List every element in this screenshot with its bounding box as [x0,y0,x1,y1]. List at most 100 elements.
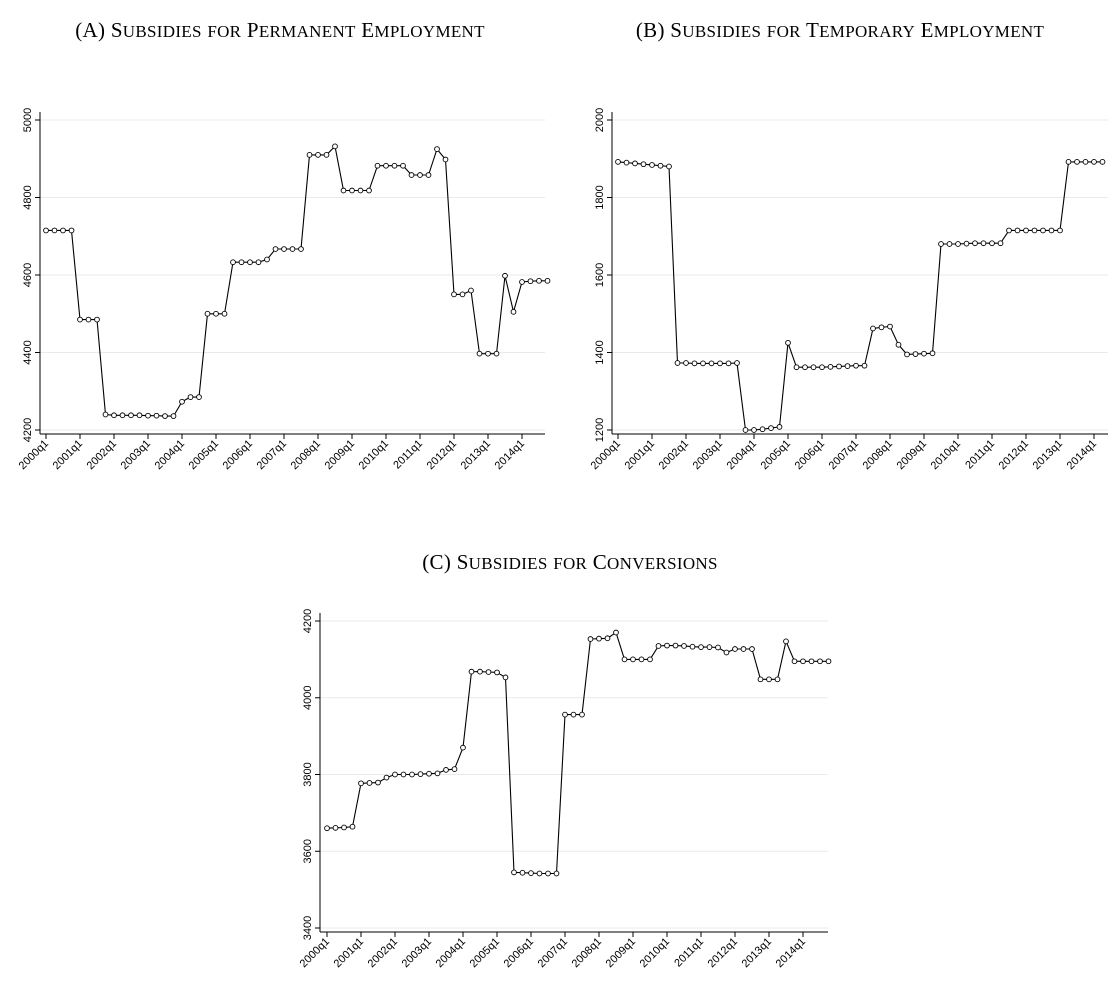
data-point-c-56 [800,658,806,665]
series-line-b [617,161,1103,431]
data-point-a-13 [153,412,160,419]
data-point-c-10 [409,771,415,778]
data-point-a-0 [43,227,49,234]
data-point-b-28 [853,362,859,369]
data-point-c-0 [324,825,330,832]
x-tick-label-c-6: 2006q1 [502,936,536,970]
data-point-a-5 [85,316,92,323]
y-tick-label-a-2: 4600 [22,263,34,287]
data-point-a-42 [400,162,406,169]
data-point-b-1 [623,159,630,166]
x-tick-label-c-13: 2013q1 [740,936,774,970]
data-point-c-33 [604,635,611,642]
data-point-c-28 [562,711,568,718]
data-point-c-51 [757,676,764,683]
y-tick-label-c-2: 3800 [302,762,314,786]
data-point-b-14 [734,360,740,366]
x-tick-label-b-9: 2009q1 [895,438,929,472]
chart-title-c: (C) SUBSIDIES FOR CONVERSIONS [422,550,718,574]
data-point-c-30 [579,711,585,718]
data-point-b-43 [980,240,987,247]
data-point-c-54 [783,638,789,645]
y-tick-label-a-1: 4400 [22,340,34,364]
data-point-c-37 [638,656,645,663]
data-point-a-24 [247,259,253,266]
x-tick-label-c-2: 2002q1 [366,936,400,970]
data-point-a-55 [510,308,517,315]
x-tick-label-c-11: 2011q1 [672,936,706,970]
data-point-c-8 [392,771,398,778]
x-tick-label-b-1: 2001q1 [623,438,657,472]
data-point-a-45 [425,172,432,178]
data-point-a-14 [162,413,168,419]
data-point-b-8 [683,360,689,366]
x-tick-label-c-9: 2009q1 [604,936,638,970]
x-tick-label-b-6: 2006q1 [793,438,827,472]
data-point-a-31 [306,152,313,158]
x-tick-label-b-4: 2004q1 [725,438,759,472]
x-tick-label-c-8: 2008q1 [570,936,604,970]
data-point-b-24 [819,364,825,371]
x-tick-label-c-4: 2004q1 [434,936,468,970]
x-tick-label-c-14: 2014q1 [774,936,808,970]
data-point-a-38 [366,187,372,194]
x-tick-label-a-4: 2004q1 [153,438,187,472]
data-point-b-0 [615,159,621,165]
data-point-c-5 [366,780,373,786]
data-point-b-30 [870,325,876,332]
data-point-a-57 [527,278,534,285]
data-point-b-46 [1006,227,1012,234]
y-tick-label-a-0: 4200 [22,418,34,442]
data-point-a-27 [272,246,279,252]
data-point-a-34 [332,143,338,150]
y-tick-label-c-0: 3400 [302,916,314,940]
data-point-a-52 [485,350,491,357]
data-point-b-6 [666,163,672,170]
x-tick-label-a-2: 2002q1 [85,438,119,472]
data-point-a-9 [119,412,126,419]
y-tick-label-c-4: 4200 [302,609,314,633]
data-point-a-22 [230,259,236,266]
data-point-c-4 [358,780,364,787]
x-tick-label-b-3: 2003q1 [691,438,725,472]
data-point-a-37 [357,187,364,194]
data-point-c-58 [817,658,823,665]
x-tick-label-b-5: 2005q1 [759,438,793,472]
data-point-c-47 [723,649,730,656]
data-point-a-41 [391,162,398,169]
x-tick-label-b-2: 2002q1 [657,438,691,472]
data-point-a-51 [476,350,483,357]
x-tick-label-c-5: 2005q1 [468,936,502,970]
data-point-c-45 [706,644,713,650]
data-point-b-34 [904,351,910,358]
data-point-a-43 [408,172,415,178]
data-point-a-56 [519,279,525,285]
data-point-b-9 [691,360,698,367]
data-point-b-12 [717,360,723,367]
data-point-c-32 [596,635,602,642]
data-point-c-31 [587,636,594,642]
y-tick-label-a-3: 4800 [22,185,34,209]
data-point-a-48 [451,291,457,298]
data-point-b-49 [1031,227,1038,234]
y-tick-label-c-1: 3600 [302,839,314,863]
y-tick-label-b-3: 1800 [594,185,606,209]
data-point-c-13 [434,770,441,777]
data-point-b-29 [861,362,868,369]
data-point-c-27 [553,870,560,877]
data-point-c-14 [443,767,449,773]
data-point-a-59 [544,277,551,284]
data-point-b-5 [657,162,664,169]
data-point-b-39 [946,241,953,247]
data-point-b-50 [1040,227,1046,234]
x-tick-label-c-10: 2010q1 [638,936,672,970]
data-point-b-2 [632,160,638,167]
data-point-c-36 [630,656,636,663]
data-point-a-11 [136,412,143,419]
x-tick-label-c-7: 2007q1 [536,936,570,970]
data-point-a-36 [349,187,355,194]
data-point-b-13 [725,360,732,367]
data-point-c-23 [519,869,526,876]
data-point-b-18 [768,425,774,431]
data-point-c-55 [791,658,798,665]
